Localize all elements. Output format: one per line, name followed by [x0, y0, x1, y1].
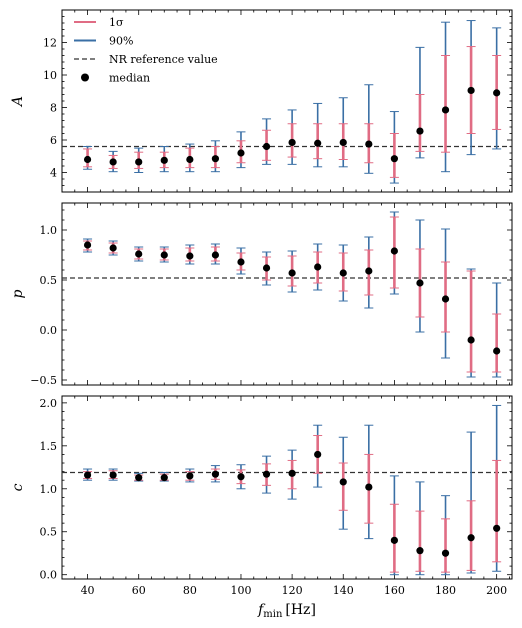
- panel-A: 4 6 8 10 12 A: [10, 9, 513, 193]
- y-tick-label: 1.0: [40, 483, 58, 496]
- median-point: [441, 549, 450, 557]
- median-point: [467, 86, 475, 95]
- y-tick-label: 12: [43, 37, 57, 50]
- median-point: [493, 524, 501, 532]
- median-point: [262, 264, 271, 272]
- y-tick-label: 8: [50, 102, 57, 115]
- median-point: [441, 106, 450, 114]
- median-point: [365, 483, 373, 491]
- y-tick-label: 0.5: [40, 274, 58, 287]
- legend-label: 90%: [109, 35, 133, 48]
- median-point: [186, 472, 194, 480]
- median-point: [160, 474, 168, 482]
- median-point: [339, 269, 347, 277]
- median-point: [339, 138, 347, 147]
- median-point: [135, 158, 143, 166]
- median-point: [288, 269, 296, 277]
- median-point: [365, 140, 373, 148]
- median-point: [365, 267, 373, 275]
- median-point: [467, 336, 475, 344]
- median-point: [467, 534, 475, 542]
- median-point: [160, 251, 168, 259]
- y-tick-label: 4: [50, 167, 57, 180]
- y-tick-label: 1.0: [40, 224, 58, 237]
- median-point: [83, 471, 92, 479]
- median-point: [416, 547, 424, 555]
- median-point: [211, 470, 220, 478]
- median-point: [262, 142, 271, 151]
- median-point: [211, 251, 220, 259]
- y-tick-label: 1.5: [40, 440, 58, 453]
- median-point: [160, 156, 168, 164]
- y-tick-label: 6: [50, 134, 57, 147]
- x-tick-label: 140: [333, 584, 354, 597]
- median-point: [390, 536, 398, 544]
- median-point: [237, 258, 245, 266]
- median-point: [288, 138, 296, 147]
- legend: 1σ 90% NR reference value median: [74, 16, 218, 85]
- median-point: [314, 139, 322, 147]
- median-point: [288, 469, 296, 477]
- panel-c: 40 60 80 100 120 140 160 180 200 0.0 0.5 1.0 1.5 2.0 c…: [10, 395, 513, 620]
- x-axis-label: fmin [Hz]: [257, 602, 316, 620]
- x-tick-label: 60: [132, 584, 146, 597]
- x-tick-label: 200: [486, 584, 507, 597]
- median-point: [83, 241, 92, 249]
- x-tick-label: 180: [435, 584, 456, 597]
- median-point: [493, 347, 501, 355]
- plot-frame: [61, 395, 513, 580]
- median-point: [441, 295, 450, 303]
- y-axis-label: c: [10, 483, 26, 491]
- legend-label: NR reference value: [109, 53, 218, 66]
- y-tick-label: 2.0: [40, 397, 58, 410]
- median-point: [211, 155, 220, 163]
- median-point: [186, 155, 194, 164]
- median-point: [237, 473, 245, 481]
- median-point: [83, 155, 92, 164]
- y-tick-label: −0.5: [30, 374, 57, 387]
- y-tick-label: 0.0: [40, 569, 58, 582]
- x-tick-label: 40: [81, 584, 95, 597]
- median-point: [416, 127, 424, 135]
- median-point: [339, 478, 347, 486]
- median-point: [262, 470, 271, 478]
- x-tick-label: 120: [282, 584, 303, 597]
- median-point: [135, 250, 143, 258]
- median-point: [109, 244, 117, 252]
- median-point: [416, 279, 424, 287]
- y-axis-label: p: [10, 289, 26, 298]
- plot-frame: [61, 202, 513, 386]
- median-point: [186, 252, 194, 260]
- legend-label: 1σ: [109, 16, 124, 29]
- median-point: [237, 149, 245, 157]
- median-point: [109, 158, 117, 166]
- x-tick-label: 80: [183, 584, 197, 597]
- x-tick-label: 100: [230, 584, 251, 597]
- median-point: [390, 155, 398, 163]
- x-tick-label: 160: [384, 584, 405, 597]
- y-tick-label: 10: [43, 69, 57, 82]
- legend-label: median: [109, 72, 150, 85]
- y-axis-label: A: [10, 96, 26, 108]
- y-tick-label: 0.5: [40, 526, 58, 539]
- median-point: [109, 471, 117, 479]
- legend-swatch: [81, 73, 89, 82]
- y-tick-label: 0.0: [40, 324, 58, 337]
- median-point: [493, 89, 501, 97]
- median-point: [135, 474, 143, 482]
- panel-p: −0.5 0.0 0.5 1.0 p: [10, 202, 513, 387]
- median-point: [314, 263, 322, 271]
- median-point: [390, 247, 398, 255]
- median-point: [314, 450, 322, 459]
